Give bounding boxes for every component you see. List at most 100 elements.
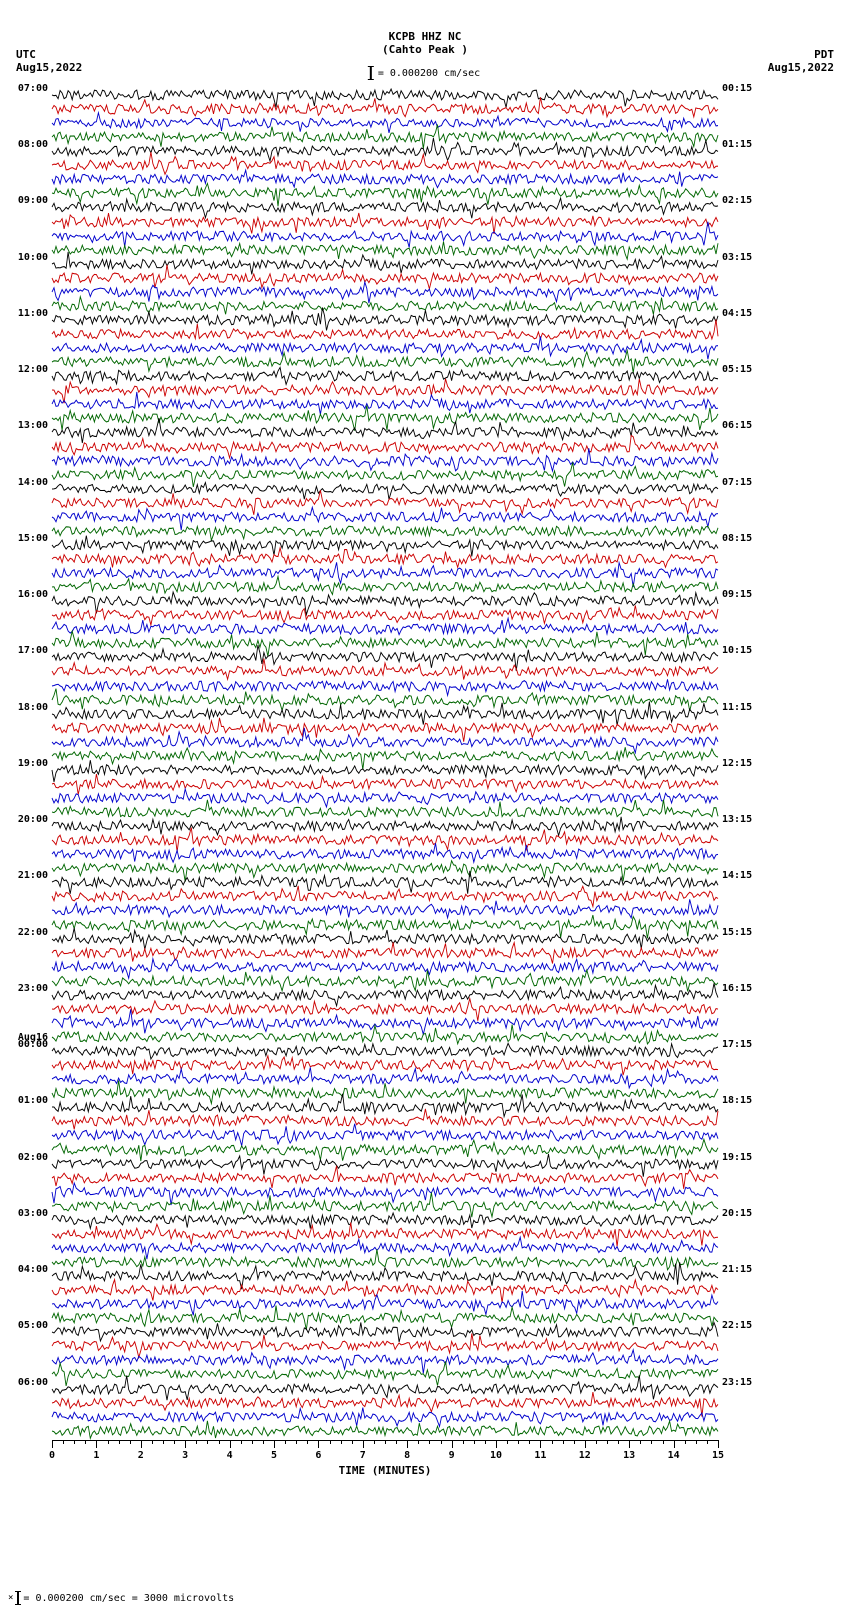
x-tick-minor (241, 1440, 242, 1444)
time-label-right: 20:15 (722, 1209, 752, 1219)
trace-row (52, 693, 718, 707)
right-date: Aug15,2022 (768, 61, 834, 74)
header-right: PDT Aug15,2022 (768, 48, 834, 74)
x-tick-major (496, 1440, 497, 1448)
x-tick-minor (119, 1440, 120, 1444)
x-tick-label: 10 (490, 1450, 502, 1461)
trace-row (52, 1339, 718, 1353)
x-tick-minor (330, 1440, 331, 1444)
time-label-left: 15:00 (4, 534, 48, 544)
trace-row (52, 341, 718, 355)
x-tick-major (540, 1440, 541, 1448)
left-tz: UTC (16, 48, 82, 61)
trace-row (52, 116, 718, 130)
time-label-right: 12:15 (722, 759, 752, 769)
trace-row (52, 889, 718, 903)
trace-row (52, 833, 718, 847)
trace-row (52, 1128, 718, 1142)
trace-row (52, 172, 718, 186)
trace-row (52, 355, 718, 369)
x-tick-label: 15 (712, 1450, 724, 1461)
trace-row (52, 369, 718, 383)
x-tick-minor (219, 1440, 220, 1444)
time-label-left: 08:00 (4, 140, 48, 150)
trace-row (52, 1157, 718, 1171)
x-tick-major (585, 1440, 586, 1448)
scale-indicator: = 0.000200 cm/sec (370, 66, 480, 80)
trace-row (52, 1100, 718, 1114)
time-label-right: 23:15 (722, 1378, 752, 1388)
trace-row (52, 552, 718, 566)
x-tick-label: 6 (315, 1450, 321, 1461)
time-label-right: 11:15 (722, 703, 752, 713)
trace-row (52, 580, 718, 594)
x-tick-major (141, 1440, 142, 1448)
trace-row (52, 1199, 718, 1213)
x-tick-major (407, 1440, 408, 1448)
trace-row (52, 158, 718, 172)
x-tick-minor (163, 1440, 164, 1444)
x-tick-label: 5 (271, 1450, 277, 1461)
trace-row (52, 1030, 718, 1044)
x-axis: TIME (MINUTES) 0123456789101112131415 (52, 1440, 718, 1480)
trace-row (52, 791, 718, 805)
trace-row (52, 299, 718, 313)
trace-row (52, 102, 718, 116)
x-tick-minor (352, 1440, 353, 1444)
time-label-right: 17:15 (722, 1040, 752, 1050)
trace-row (52, 285, 718, 299)
time-label-right: 09:15 (722, 590, 752, 600)
x-tick-label: 13 (623, 1450, 635, 1461)
trace-row (52, 1114, 718, 1128)
trace-row (52, 735, 718, 749)
trace-row (52, 819, 718, 833)
trace-row (52, 903, 718, 917)
trace-row (52, 411, 718, 425)
scale-bar-icon (17, 1591, 19, 1605)
x-tick-minor (85, 1440, 86, 1444)
x-tick-label: 9 (449, 1450, 455, 1461)
time-label-left: 20:00 (4, 815, 48, 825)
time-label-right: 22:15 (722, 1321, 752, 1331)
trace-row (52, 510, 718, 524)
x-tick-minor (574, 1440, 575, 1444)
x-tick-minor (108, 1440, 109, 1444)
time-label-right: 07:15 (722, 478, 752, 488)
x-tick-major (674, 1440, 675, 1448)
left-date: Aug15,2022 (16, 61, 82, 74)
trace-row (52, 763, 718, 777)
x-tick-major (274, 1440, 275, 1448)
x-tick-minor (341, 1440, 342, 1444)
trace-row (52, 1410, 718, 1424)
plot-area (52, 88, 718, 1438)
time-label-right: 06:15 (722, 421, 752, 431)
time-label-left: 01:00 (4, 1096, 48, 1106)
trace-row (52, 215, 718, 229)
time-label-right: 02:15 (722, 196, 752, 206)
time-label-left: 07:00 (4, 84, 48, 94)
trace-row (52, 257, 718, 271)
x-tick-minor (63, 1440, 64, 1444)
trace-row (52, 468, 718, 482)
trace-row (52, 805, 718, 819)
x-tick-minor (196, 1440, 197, 1444)
x-axis-title: TIME (MINUTES) (339, 1464, 432, 1477)
trace-row (52, 186, 718, 200)
scale-text: = 0.000200 cm/sec (378, 68, 480, 79)
x-tick-minor (152, 1440, 153, 1444)
time-label-right: 14:15 (722, 871, 752, 881)
trace-row (52, 1044, 718, 1058)
trace-row (52, 482, 718, 496)
x-tick-minor (518, 1440, 519, 1444)
trace-row (52, 749, 718, 763)
x-tick-minor (307, 1440, 308, 1444)
time-label-left: 11:00 (4, 309, 48, 319)
trace-row (52, 847, 718, 861)
x-tick-minor (374, 1440, 375, 1444)
time-label-right: 01:15 (722, 140, 752, 150)
x-tick-label: 1 (93, 1450, 99, 1461)
x-tick-minor (696, 1440, 697, 1444)
trace-row (52, 1269, 718, 1283)
trace-row (52, 327, 718, 341)
time-label-left: 06:00 (4, 1378, 48, 1388)
